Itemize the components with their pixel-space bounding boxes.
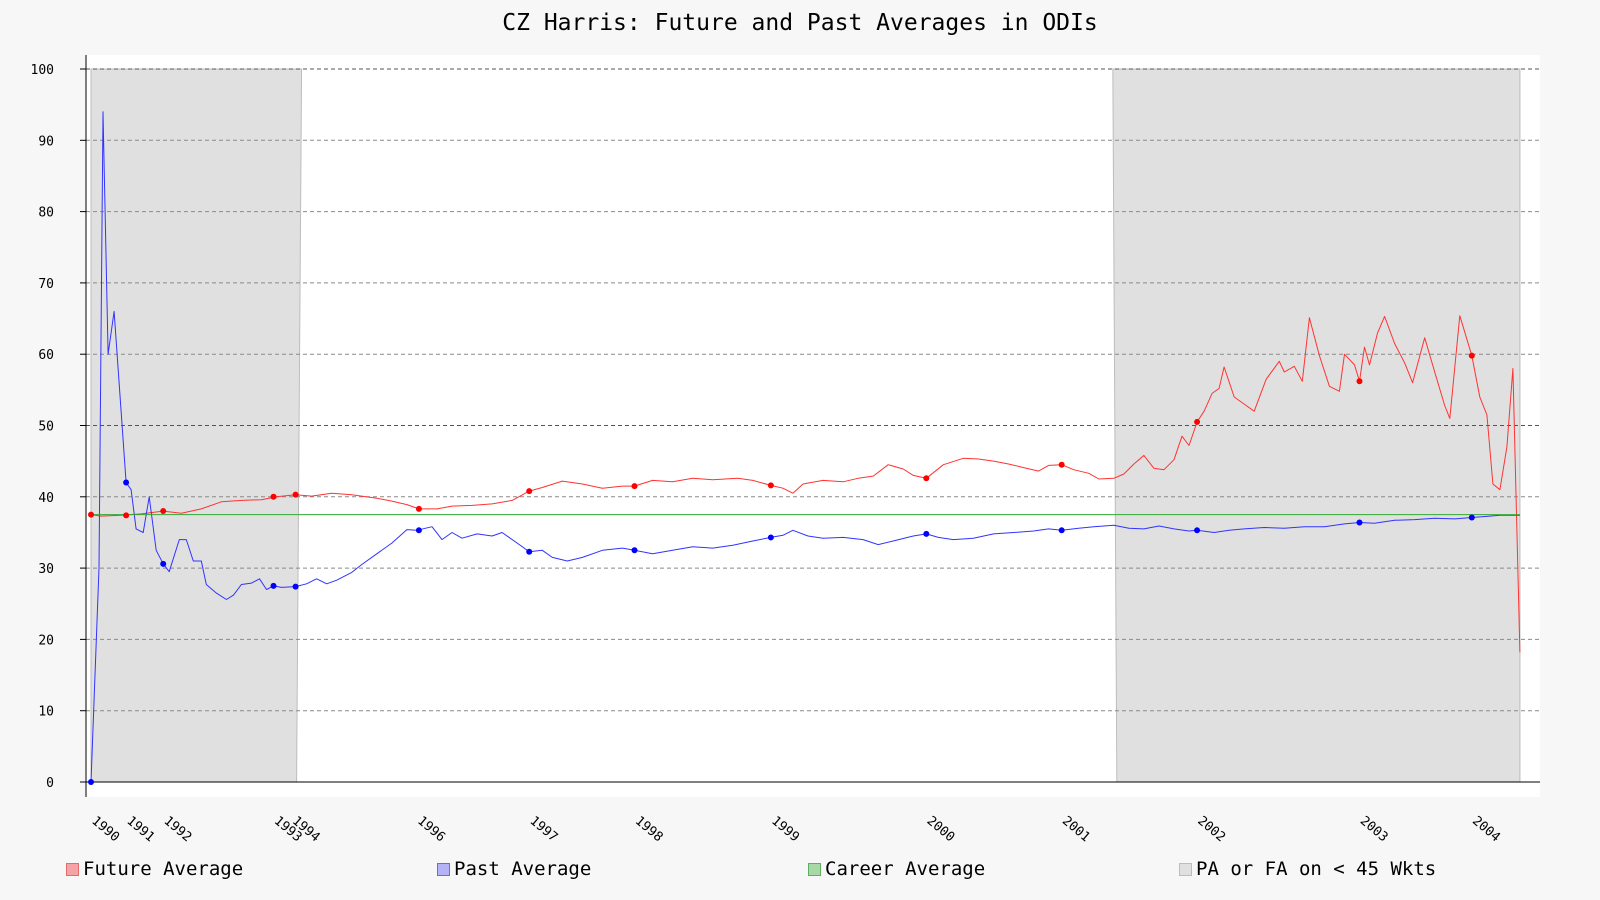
legend-item-future: Future Average: [66, 858, 243, 880]
y-tick-labels: 0 10 20 30 40 50 60 70 80 90 100: [31, 63, 54, 791]
marker-future-average-0: [88, 511, 95, 518]
marker-future-average-11: [1194, 418, 1201, 425]
marker-future-average-10: [1058, 461, 1065, 468]
x-tick-label-1990: 1990: [88, 814, 122, 846]
y-tick-label-60: 60: [38, 348, 54, 363]
x-tick-label-2003: 2003: [1357, 814, 1391, 846]
marker-past-average-8: [767, 534, 774, 541]
axes: [80, 55, 1540, 797]
marker-past-average-13: [1468, 514, 1475, 521]
legend-label-future: Future Average: [83, 858, 244, 880]
y-tick-label-30: 30: [38, 562, 54, 577]
marker-future-average-13: [1468, 352, 1475, 359]
marker-future-average-7: [631, 483, 638, 490]
x-tick-label-2001: 2001: [1059, 814, 1093, 846]
marker-future-average-4: [292, 491, 299, 498]
legend-swatch-career: [808, 862, 821, 876]
marker-past-average-5: [415, 527, 422, 534]
x-tick-label-1997: 1997: [527, 814, 561, 846]
shaded-regions: [90, 68, 1521, 783]
chart-title: CZ Harris: Future and Past Averages in O…: [502, 10, 1098, 36]
x-tick-label-1991: 1991: [124, 814, 158, 846]
x-tick-label-1999: 1999: [768, 814, 802, 846]
legend-swatch-future: [66, 862, 79, 876]
legend-label-career: Career Average: [825, 858, 986, 880]
series-markers: [88, 352, 1475, 785]
marker-past-average-1: [123, 479, 130, 486]
marker-past-average-0: [88, 779, 95, 785]
x-tick-label-2004: 2004: [1469, 814, 1503, 846]
marker-future-average-2: [160, 508, 167, 515]
marker-future-average-5: [415, 505, 422, 512]
marker-past-average-12: [1356, 519, 1363, 526]
marker-past-average-9: [923, 530, 930, 537]
y-tick-label-0: 0: [46, 776, 54, 791]
marker-future-average-8: [767, 482, 774, 489]
y-tick-label-40: 40: [38, 491, 54, 506]
marker-past-average-6: [526, 548, 533, 555]
marker-future-average-12: [1356, 378, 1363, 385]
marker-past-average-2: [160, 560, 167, 567]
x-tick-label-1998: 1998: [632, 814, 666, 846]
marker-past-average-7: [631, 547, 638, 554]
y-tick-label-100: 100: [31, 63, 54, 78]
marker-past-average-10: [1058, 527, 1065, 534]
legend-item-shaded: PA or FA on < 45 Wkts: [1179, 858, 1436, 880]
y-tick-label-50: 50: [38, 420, 54, 435]
series-line-future-average: [90, 315, 1521, 653]
legend-swatch-shaded: [1179, 862, 1192, 876]
marker-future-average-3: [270, 493, 277, 500]
legend-label-past: Past Average: [454, 858, 592, 880]
x-tick-label-1992: 1992: [161, 814, 195, 846]
marker-past-average-4: [292, 583, 299, 590]
legend-item-past: Past Average: [437, 858, 591, 880]
y-tick-label-90: 90: [38, 134, 54, 149]
marker-future-average-9: [923, 475, 930, 482]
legend: Future Average Past Average Career Avera…: [0, 858, 1600, 888]
x-tick-label-2002: 2002: [1194, 814, 1228, 846]
series-line-past-average: [90, 111, 1520, 783]
x-tick-label-1996: 1996: [414, 814, 448, 846]
y-tick-label-80: 80: [38, 206, 54, 221]
x-tick-label-2000: 2000: [924, 814, 958, 846]
grid-lines: [86, 68, 1540, 712]
y-tick-label-70: 70: [38, 277, 54, 292]
marker-future-average-1: [123, 512, 130, 519]
series-lines: [90, 111, 1521, 783]
legend-item-career: Career Average: [808, 858, 985, 880]
legend-label-shaded: PA or FA on < 45 Wkts: [1196, 858, 1437, 880]
marker-past-average-11: [1194, 527, 1201, 534]
marker-future-average-6: [526, 488, 533, 495]
legend-swatch-past: [437, 862, 450, 876]
marker-past-average-3: [270, 582, 277, 589]
y-tick-label-20: 20: [38, 633, 54, 648]
y-tick-label-10: 10: [38, 705, 54, 720]
